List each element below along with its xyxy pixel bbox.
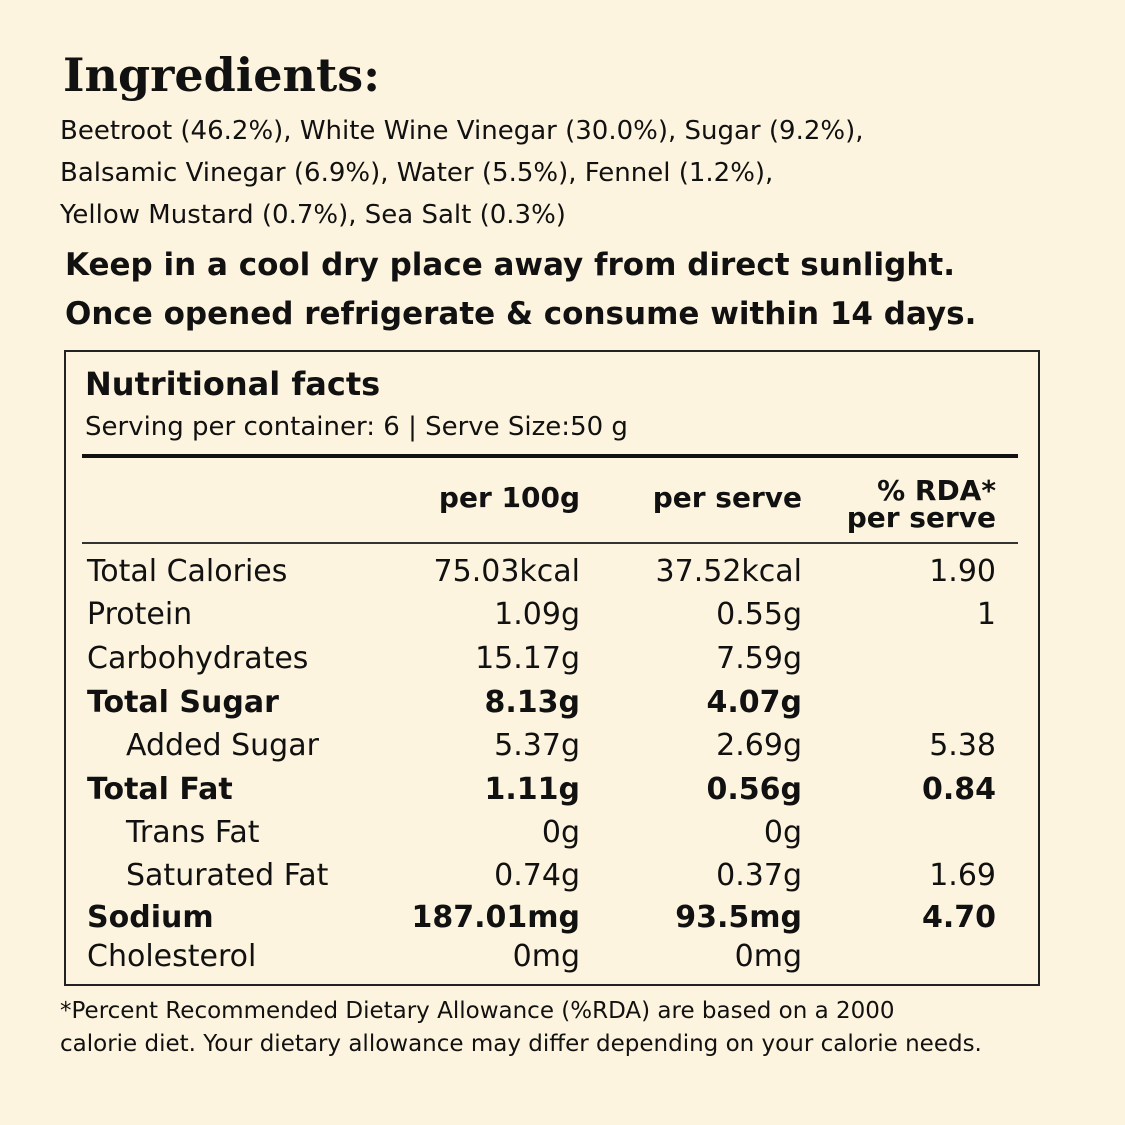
per-100g-value: 0g [541,815,580,850]
per-serve-value: 0.55g [716,597,802,632]
nutrient-name: Protein [87,597,193,632]
ingredients-line: Balsamic Vinegar (6.9%), Water (5.5%), F… [60,158,774,188]
per-100g-value: 75.03kcal [433,554,580,589]
nutrient-name: Trans Fat [126,815,260,850]
column-header: per serve [846,501,996,534]
serving-info: Serving per container: 6 | Serve Size:50… [85,412,628,442]
nutrition-box [64,350,1040,986]
ingredients-title: Ingredients: [63,48,381,102]
ingredients-line: Yellow Mustard (0.7%), Sea Salt (0.3%) [60,200,566,230]
footnote-line: calorie diet. Your dietary allowance may… [60,1031,982,1057]
nutrient-name: Total Fat [87,772,233,807]
rda-value: 1 [976,597,996,632]
rda-value: 5.38 [929,728,996,763]
rda-value: 1.90 [929,554,996,589]
per-serve-value: 2.69g [716,728,802,763]
per-serve-value: 7.59g [716,641,802,676]
per-serve-value: 37.52kcal [655,554,802,589]
nutrient-name: Total Sugar [87,685,279,720]
per-100g-value: 0.74g [494,858,580,893]
nutrient-name: Sodium [87,900,214,935]
per-serve-value: 0g [763,815,802,850]
column-header: per 100g [438,481,580,514]
per-100g-value: 15.17g [475,641,580,676]
nutrient-name: Cholesterol [87,939,257,974]
storage-line: Keep in a cool dry place away from direc… [65,247,956,283]
per-serve-value: 4.07g [706,685,803,720]
per-100g-value: 0mg [512,939,580,974]
per-100g-value: 5.37g [494,728,580,763]
nutrient-name: Carbohydrates [87,641,309,676]
rda-value: 1.69 [929,858,996,893]
nutrient-name: Saturated Fat [126,858,329,893]
column-header: % RDA* [877,474,996,507]
divider [82,542,1018,544]
nutrient-name: Total Calories [87,554,288,589]
rda-value: 0.84 [921,772,996,807]
per-100g-value: 1.11g [484,772,581,807]
per-100g-value: 1.09g [494,597,580,632]
divider [82,454,1018,458]
column-header: per serve [652,481,802,514]
ingredients-line: Beetroot (46.2%), White Wine Vinegar (30… [60,116,864,146]
per-serve-value: 93.5mg [675,900,802,935]
per-serve-value: 0.56g [706,772,803,807]
nutrition-title: Nutritional facts [85,365,381,403]
per-100g-value: 187.01mg [411,900,580,935]
rda-value: 4.70 [921,900,996,935]
per-serve-value: 0.37g [716,858,802,893]
storage-line: Once opened refrigerate & consume within… [65,296,977,332]
nutrient-name: Added Sugar [126,728,319,763]
footnote-line: *Percent Recommended Dietary Allowance (… [60,998,895,1024]
per-100g-value: 8.13g [484,685,581,720]
per-serve-value: 0mg [734,939,802,974]
